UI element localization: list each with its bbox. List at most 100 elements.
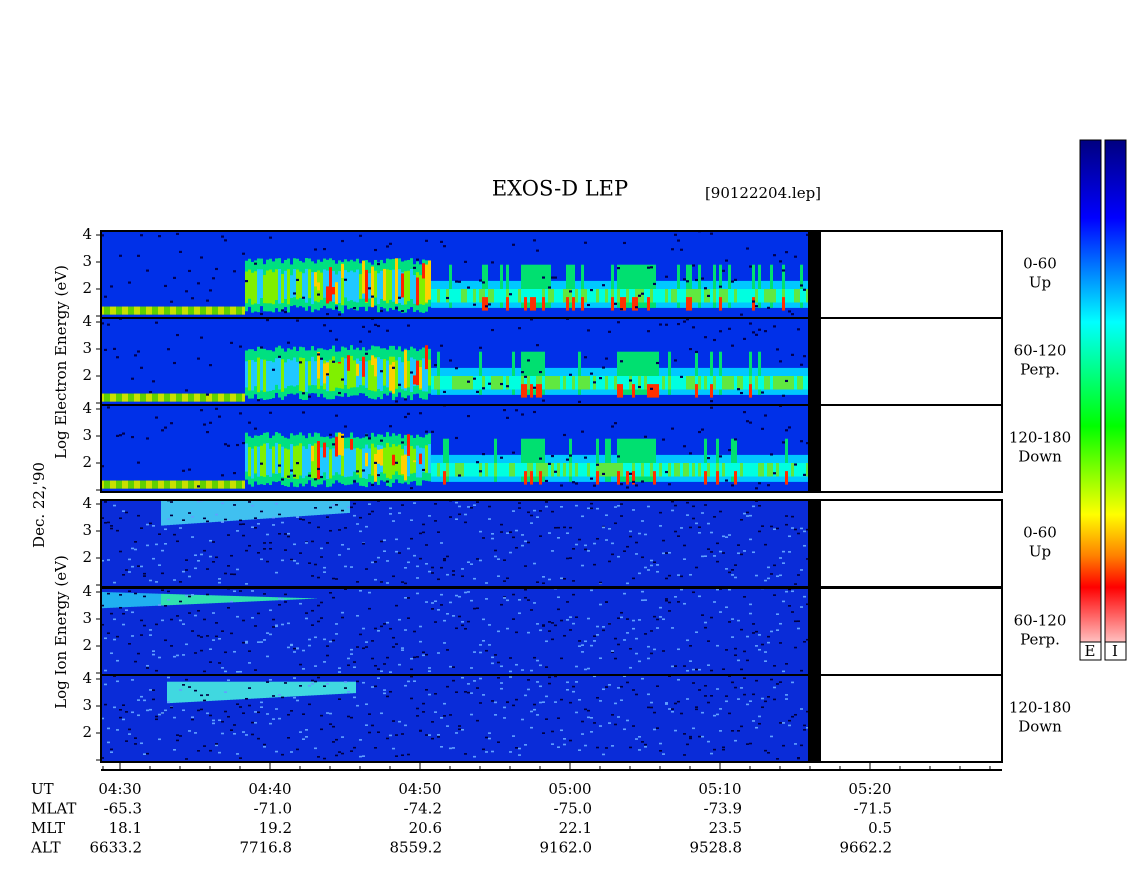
row-value: 6633.2 <box>90 839 143 857</box>
spectrogram-cell <box>281 753 284 756</box>
spectrogram-cell <box>236 480 239 489</box>
spectrogram-cell <box>137 514 140 517</box>
spectrogram-cell <box>257 446 260 477</box>
spectrogram-cell <box>131 679 134 681</box>
spectrogram-cell <box>104 306 107 315</box>
spectrogram-cell <box>761 697 764 700</box>
spectrogram-cell <box>803 289 806 303</box>
spectrogram-cell <box>365 641 368 643</box>
spectrogram-cell <box>278 444 281 474</box>
spectrogram-cell <box>317 756 320 758</box>
spectrogram-cell <box>587 709 590 712</box>
spectrogram-cell <box>275 442 278 474</box>
spectrogram-cell <box>353 681 356 694</box>
spectrogram-cell <box>302 598 305 600</box>
y-tick-label: 3 <box>82 426 92 444</box>
spectrogram-cell <box>272 695 275 697</box>
spectrogram-cell <box>752 505 755 508</box>
spectrogram-cell <box>182 306 185 315</box>
spectrogram-cell <box>578 699 581 701</box>
spectrogram-cell <box>362 755 365 757</box>
spectrogram-cell <box>308 443 311 473</box>
spectrogram-cell <box>785 523 788 526</box>
spectrogram-cell <box>611 714 614 716</box>
spectrogram-cell <box>620 384 623 398</box>
panel-label: 120-180 <box>1009 429 1071 447</box>
spectrogram-cell <box>773 463 776 477</box>
spectrogram-cell <box>398 618 401 621</box>
spectrogram-cell <box>551 463 554 477</box>
spectrogram-cell <box>599 289 602 303</box>
spectrogram-cell <box>326 654 329 657</box>
spectrogram-cell <box>242 306 245 315</box>
spectrogram-cell <box>692 463 695 477</box>
spectrogram-cell <box>596 696 599 699</box>
spectrogram-cell <box>449 359 452 362</box>
spectrogram-cell <box>146 269 149 272</box>
spectrogram-cell <box>272 272 275 305</box>
spectrogram-cell <box>125 480 128 489</box>
spectrogram-cell <box>161 500 164 526</box>
spectrogram-cell <box>806 558 809 560</box>
spectrogram-cell <box>302 296 305 299</box>
spectrogram-cell <box>605 539 608 541</box>
spectrogram-cell <box>476 687 479 689</box>
spectrogram-cell <box>158 713 161 716</box>
spectrogram-cell <box>554 289 557 303</box>
spectrogram-cell <box>335 307 338 310</box>
spectrogram-cell <box>323 571 326 573</box>
spectrogram-cell <box>278 356 281 390</box>
spectrogram-cell <box>203 699 206 702</box>
spectrogram-cell <box>359 360 362 385</box>
spectrogram-cell <box>734 463 737 477</box>
spectrogram-cell <box>296 361 299 386</box>
spectrogram-cell <box>353 696 356 699</box>
spectrogram-cell <box>431 566 434 569</box>
spectrogram-cell <box>521 413 524 416</box>
spectrogram-cell <box>338 391 341 395</box>
spectrogram-cell <box>128 728 131 731</box>
spectrogram-cell <box>500 531 503 533</box>
spectrogram-cell <box>701 735 704 738</box>
spectrogram-cell <box>452 570 455 572</box>
spectrogram-cell <box>542 289 545 303</box>
spectrogram-cell <box>650 559 653 562</box>
spectrogram-cell <box>251 272 254 305</box>
spectrogram-cell <box>542 732 545 734</box>
spectrogram-cell <box>725 649 728 651</box>
spectrogram-cell <box>668 574 671 577</box>
spectrogram-cell <box>149 634 152 636</box>
spectrogram-cell <box>317 576 320 579</box>
spectrogram-cell <box>710 406 713 409</box>
spectrogram-cell <box>473 463 476 477</box>
spectrogram-cell <box>497 661 500 664</box>
spectrogram-cell <box>212 561 215 563</box>
spectrogram-cell <box>407 412 410 415</box>
spectrogram-cell <box>443 289 446 303</box>
spectrogram-cell <box>779 574 782 577</box>
spectrogram-cell <box>230 729 233 731</box>
spectrogram-cell <box>209 500 212 523</box>
spectrogram-cell <box>539 351 542 395</box>
spectrogram-cell <box>515 463 518 477</box>
spectrogram-cell <box>659 616 662 618</box>
spectrogram-cell <box>359 530 362 533</box>
spectrogram-cell <box>641 480 644 483</box>
spectrogram-cell <box>353 746 356 749</box>
spectrogram-cell <box>557 289 560 303</box>
spectrogram-cell <box>533 703 536 706</box>
spectrogram-cell <box>620 503 623 505</box>
spectrogram-cell <box>332 356 335 392</box>
spectrogram-cell <box>455 594 458 597</box>
spectrogram-cell <box>167 681 170 704</box>
spectrogram-cell <box>122 306 125 315</box>
spectrogram-cell <box>140 527 143 529</box>
spectrogram-cell <box>263 596 266 601</box>
spectrogram-cell <box>101 592 104 609</box>
spectrogram-cell <box>245 596 248 602</box>
spectrogram-cell <box>569 438 572 482</box>
spectrogram-cell <box>407 617 410 619</box>
spectrogram-cell <box>749 538 752 541</box>
spectrogram-cell <box>110 652 113 655</box>
spectrogram-cell <box>518 507 521 509</box>
